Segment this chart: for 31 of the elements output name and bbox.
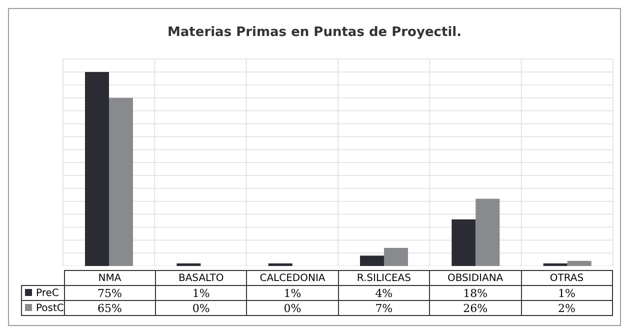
bar (476, 198, 500, 266)
bar (543, 263, 568, 266)
data-label: 1% (521, 286, 612, 300)
legend-label: PostC (22, 300, 64, 316)
data-label: 1% (155, 286, 247, 300)
data-label: 26% (430, 300, 522, 316)
x-tick-label: OBSIDIANA (430, 270, 522, 286)
bar (268, 263, 292, 266)
x-tick-label: R.SILICEAS (338, 270, 430, 286)
x-tick-label: CALCEDONIA (246, 270, 338, 286)
data-label: 2% (521, 300, 612, 316)
data-label: 1% (246, 286, 338, 300)
bar (109, 98, 133, 266)
data-label: 7% (338, 300, 430, 316)
chart-title: Materias Primas en Puntas de Proyectil. (166, 25, 463, 40)
data-label: 18% (430, 286, 522, 300)
data-label: 0% (155, 300, 247, 316)
bar (176, 263, 201, 266)
data-label: 65% (64, 300, 156, 316)
bar (384, 248, 408, 266)
bar (85, 72, 109, 266)
x-tick-label: BASALTO (155, 270, 247, 286)
data-label: 75% (64, 286, 156, 300)
data-label: 4% (338, 286, 430, 300)
x-tick-label: NMA (64, 270, 156, 286)
bar (567, 260, 592, 266)
data-label: 0% (246, 300, 338, 316)
bar (452, 219, 476, 266)
bar (360, 256, 384, 266)
x-tick-label: OTRAS (521, 270, 612, 286)
legend-label: PreC (22, 286, 64, 300)
